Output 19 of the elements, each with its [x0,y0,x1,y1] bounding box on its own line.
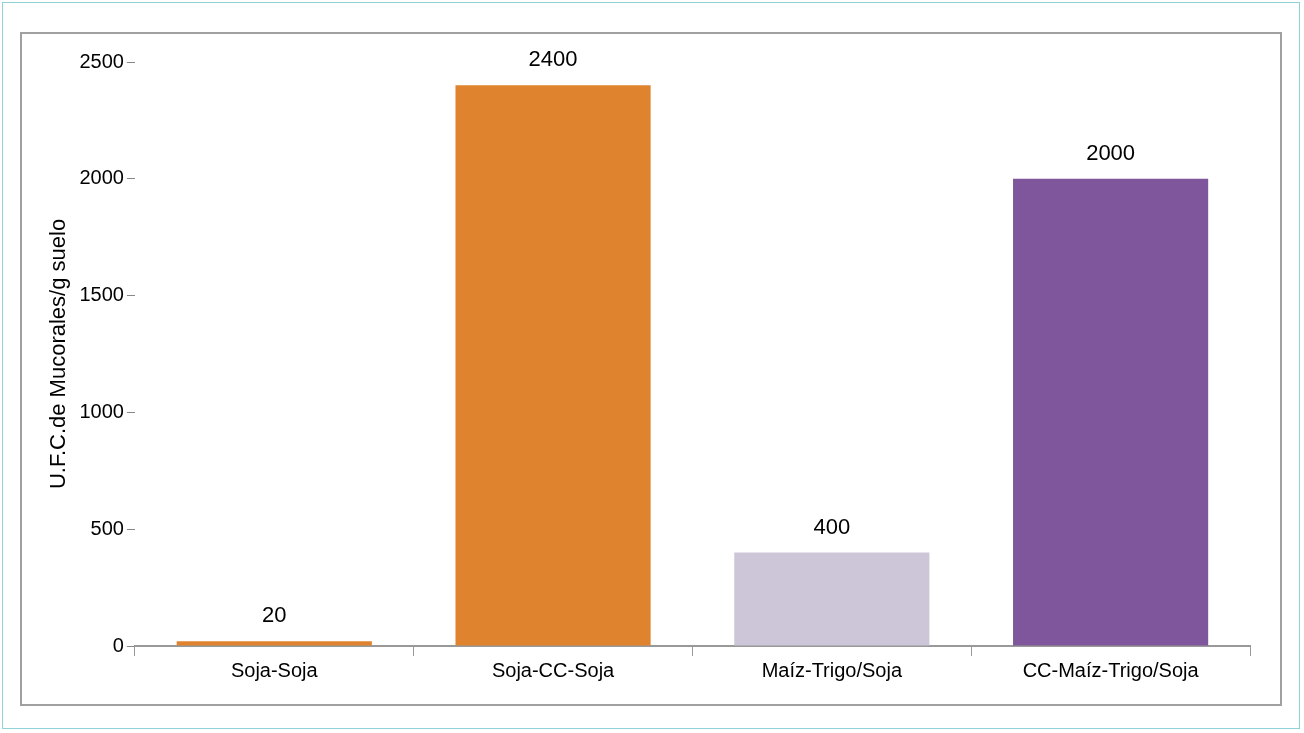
x-tick-label: Maíz-Trigo/Soja [761,658,903,681]
y-tick-label: 1000 [79,399,124,422]
bar [455,85,651,646]
data-label: 400 [813,513,851,539]
y-tick-label: 500 [90,516,124,539]
bar [1013,178,1209,646]
y-tick-label: 0 [112,633,124,656]
x-tick-label: CC-Maíz-Trigo/Soja [1022,658,1200,681]
x-tick-label: Soja-Soja [230,658,319,681]
y-axis-title: U.F.C.de Mucorales/g suelo [45,218,71,490]
data-label: 20 [262,602,287,628]
data-label: 2000 [1086,139,1136,165]
y-tick-label: 1500 [79,283,124,306]
y-tick-label: 2000 [79,166,124,189]
bar [176,641,372,646]
data-label: 2400 [528,46,578,72]
y-tick-label: 2500 [79,49,124,72]
bar [734,552,930,646]
x-tick-label: Soja-CC-Soja [491,658,616,681]
